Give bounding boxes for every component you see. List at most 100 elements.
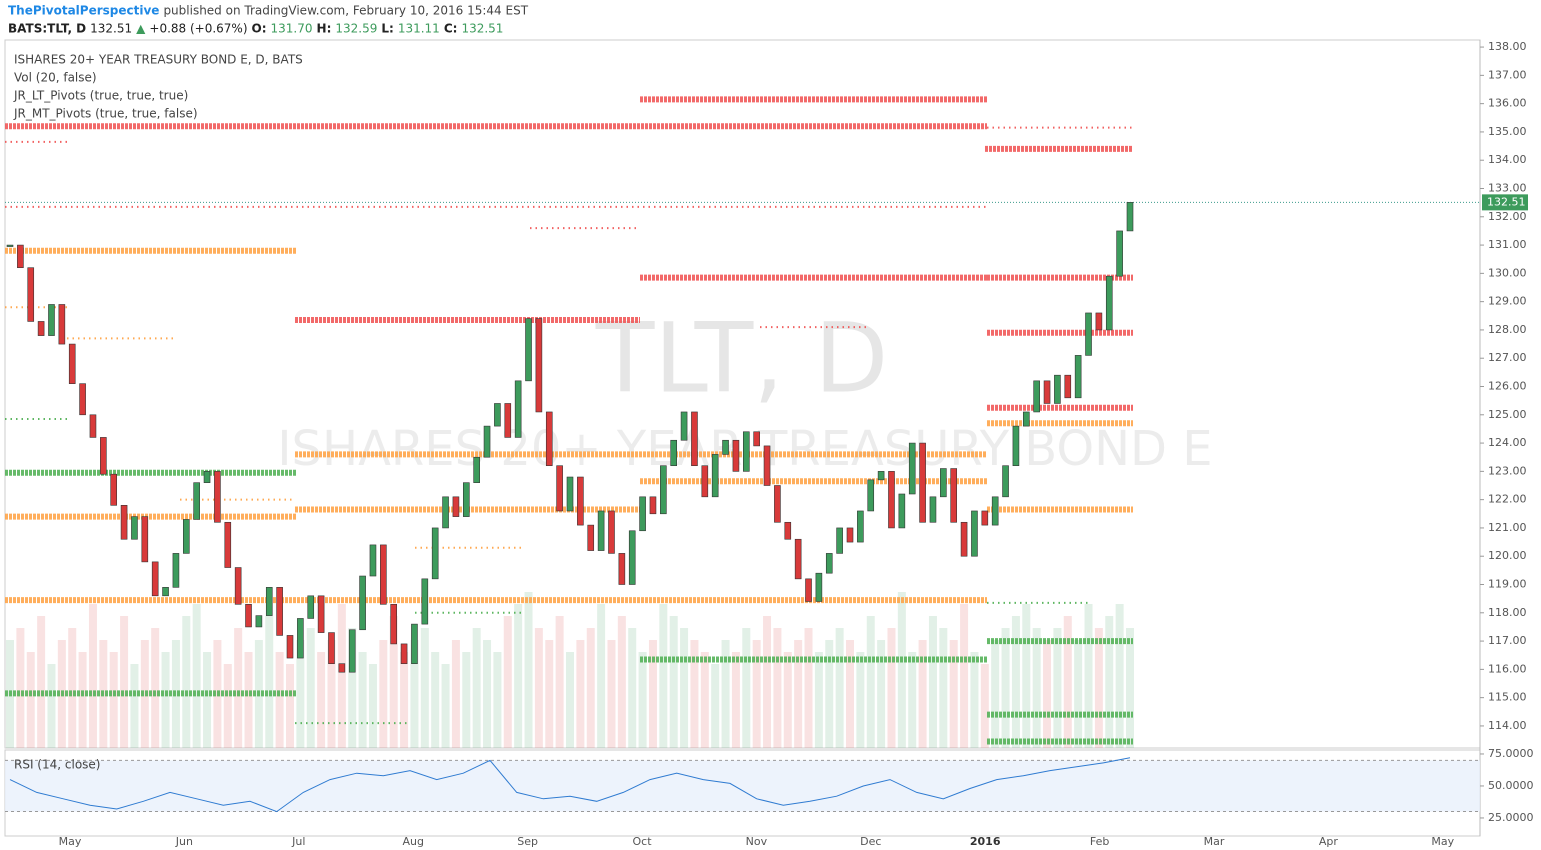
published: published on TradingView.com, February 1… — [163, 4, 528, 18]
volume-bar — [16, 628, 25, 748]
candle-body — [234, 567, 242, 605]
volume-bar — [306, 628, 315, 748]
candle-body — [597, 510, 605, 551]
y-tick-label: 133.00 — [1488, 182, 1527, 195]
volume-bar — [161, 652, 170, 748]
volume-bar — [182, 616, 191, 748]
volume-bar — [866, 616, 875, 748]
volume-bar — [410, 640, 419, 748]
y-tick-label: 134.00 — [1488, 153, 1527, 166]
ohlc-value: 132.51 — [461, 22, 503, 36]
volume-bar — [503, 616, 512, 748]
y-tick-label: 135.00 — [1488, 125, 1527, 138]
volume-bar — [120, 616, 129, 748]
candle-body — [722, 439, 729, 455]
candle-body — [815, 572, 823, 602]
x-tick-label: Sep — [517, 835, 538, 848]
candle-body — [182, 519, 190, 554]
candle-body — [545, 411, 553, 467]
candle-body — [940, 468, 947, 498]
volume-bar — [524, 592, 533, 748]
x-tick-label: Feb — [1090, 835, 1109, 848]
candle-body — [151, 561, 159, 597]
candle-body — [1054, 374, 1061, 404]
candle-body — [784, 521, 792, 540]
volume-bar — [472, 628, 481, 748]
volume-bar — [244, 652, 253, 748]
volume-bar — [88, 604, 97, 748]
candle-body — [6, 244, 14, 247]
candle-body — [359, 575, 366, 631]
volume-bar — [711, 664, 720, 748]
y-tick-label: 137.00 — [1488, 68, 1527, 81]
volume-bar — [960, 604, 969, 748]
candle-body — [328, 632, 335, 665]
ohlc-value: 132.59 — [335, 22, 377, 36]
volume-bar — [731, 652, 740, 748]
candle-body — [504, 403, 512, 438]
candle-body — [618, 553, 626, 585]
y-tick-label: 125.00 — [1488, 408, 1527, 421]
y-tick-label: 131.00 — [1488, 238, 1527, 251]
volume-bar — [379, 640, 388, 748]
y-tick-label: 130.00 — [1488, 266, 1527, 279]
volume-bar — [286, 664, 294, 748]
ohlc-value: 131.70 — [271, 22, 313, 36]
candle-body — [245, 604, 252, 628]
candle-body — [1126, 202, 1134, 232]
candle-body — [265, 587, 273, 616]
x-tick-label: Nov — [746, 835, 768, 848]
volume-bar — [555, 616, 564, 748]
volume-bar — [317, 652, 326, 748]
x-tick-label: Dec — [860, 835, 881, 848]
volume-bar — [462, 652, 471, 748]
candle-body — [639, 496, 646, 532]
volume-bar — [690, 640, 699, 748]
y-tick-label: 116.00 — [1488, 662, 1527, 675]
candle-body — [919, 442, 926, 523]
candle-body — [660, 465, 667, 515]
y-tick-label: 123.00 — [1488, 464, 1527, 477]
volume-bar — [1043, 640, 1052, 748]
volume-bar — [223, 664, 232, 748]
volume-bar — [296, 640, 305, 748]
volume-bar — [348, 628, 357, 748]
volume-bar — [327, 640, 336, 748]
candle-body — [442, 496, 449, 529]
legend-item: JR_LT_Pivots (true, true, true) — [13, 89, 188, 103]
candle-body — [17, 244, 24, 269]
candle-body — [877, 471, 885, 481]
y-tick-label: 127.00 — [1488, 351, 1527, 364]
volume-bar — [794, 640, 803, 748]
legend-item: ISHARES 20+ YEAR TREASURY BOND E, D, BAT… — [14, 53, 303, 67]
candle-body — [898, 493, 906, 529]
candle-body — [701, 465, 709, 498]
last-price: 132.51 — [90, 22, 132, 36]
candle-body — [971, 510, 978, 557]
legend-item: Vol (20, false) — [14, 71, 97, 85]
volume-bar — [140, 640, 149, 748]
ohlc-label: C: — [444, 22, 458, 36]
candle-body — [888, 471, 895, 529]
volume-bar — [1011, 616, 1020, 748]
ohlc-label: L: — [381, 22, 393, 36]
volume-bar — [68, 628, 77, 748]
volume-bar — [1053, 628, 1062, 748]
candle-body — [670, 439, 678, 467]
candle-body — [1074, 355, 1082, 399]
volume-bar — [1074, 640, 1083, 748]
candle-body — [680, 411, 688, 441]
volume-bar — [628, 628, 637, 748]
candle-body — [255, 615, 263, 628]
volume-bar — [752, 640, 761, 748]
legend-item: JR_MT_Pivots (true, true, false) — [13, 107, 198, 121]
change-arrow: ▲ — [136, 22, 146, 36]
volume-bar — [1094, 628, 1103, 748]
y-tick-label: 119.00 — [1488, 578, 1527, 591]
y-tick-label: 120.00 — [1488, 549, 1527, 562]
candle-body — [742, 431, 750, 472]
candle-body — [774, 485, 781, 523]
rsi-line — [9, 757, 1131, 813]
volume-bar — [669, 616, 678, 748]
candle-body — [691, 411, 698, 467]
